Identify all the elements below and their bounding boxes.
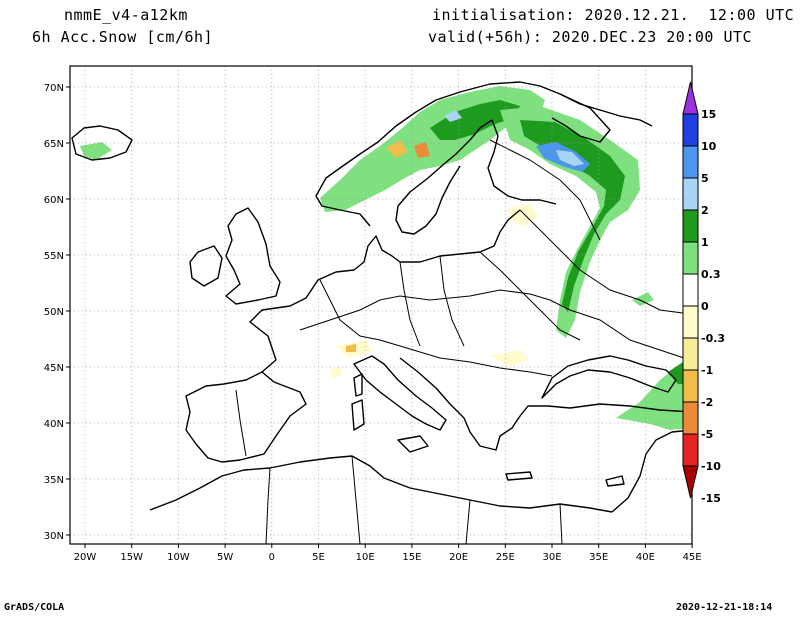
snow-norway-blue — [444, 110, 462, 122]
neg-norway-orange2 — [414, 142, 430, 158]
snow-russia-band-mid — [520, 120, 625, 312]
borders — [235, 139, 691, 544]
legend-arrow-top — [682, 81, 699, 115]
legend-label: 5 — [701, 172, 709, 185]
legend-label: 10 — [701, 140, 717, 153]
lon-label: 10E — [356, 552, 375, 563]
legend-label: -10 — [701, 460, 721, 473]
legend-swatch — [682, 337, 699, 371]
coast-finland — [487, 119, 557, 205]
legend-label: -0.3 — [701, 332, 725, 345]
legend-swatch — [682, 209, 699, 243]
footer-software: GrADS/COLA — [4, 602, 65, 613]
coast-adriatic — [399, 357, 692, 451]
lat-label: 60N — [44, 195, 64, 206]
neg-norway-orange — [386, 140, 408, 158]
lon-label: 15W — [120, 552, 143, 563]
legend-label: -2 — [701, 396, 713, 409]
lat-label: 55N — [44, 251, 64, 262]
legend-arrow-bottom — [682, 465, 699, 499]
lat-label: 70N — [44, 83, 64, 94]
coastlines — [71, 81, 692, 513]
coast-north-africa — [149, 455, 613, 513]
lon-label: 30E — [542, 552, 561, 563]
legend-swatch — [682, 305, 699, 339]
legend-label: 0 — [701, 300, 709, 313]
legend-swatch — [682, 113, 699, 147]
lon-label: 25E — [496, 552, 515, 563]
coast-continent-west — [185, 371, 307, 463]
lon-label: 20W — [74, 552, 97, 563]
legend-swatch — [682, 145, 699, 179]
coast-ireland — [189, 245, 223, 287]
lon-label: 10W — [167, 552, 190, 563]
coast-kola — [551, 93, 611, 143]
lat-label: 50N — [44, 307, 64, 318]
lat-label: 65N — [44, 139, 64, 150]
lon-label: 0 — [269, 552, 275, 563]
lon-label: 35E — [589, 552, 608, 563]
legend-swatch — [682, 273, 699, 307]
legend-label: -5 — [701, 428, 713, 441]
legend-label: 1 — [701, 236, 709, 249]
valid-time: valid(+56h): 2020.DEC.23 20:00 UTC — [428, 28, 753, 46]
lat-label: 45N — [44, 363, 64, 374]
legend-swatch — [682, 369, 699, 403]
legend-label: 2 — [701, 204, 709, 217]
lon-label: 5E — [312, 552, 325, 563]
neg-balkans-pale — [490, 350, 530, 366]
model-title: nmmE_v4-a12km — [64, 6, 188, 24]
init-time: initialisation: 2020.12.21. 12:00 UTC — [432, 6, 795, 24]
latitude-labels: 70N 65N 60N 55N 50N 45N 40N 35N 30N — [44, 83, 70, 542]
snow-karelia-paleblue — [556, 150, 584, 166]
lat-label: 35N — [44, 475, 64, 486]
coast-sicily — [397, 435, 429, 453]
legend-swatch — [682, 177, 699, 211]
legend-label: 15 — [701, 108, 716, 121]
coast-cyprus — [605, 475, 625, 487]
legend-swatch — [682, 433, 699, 467]
neg-pyrenees-pale — [330, 366, 342, 378]
coast-corsica — [353, 373, 363, 397]
coast-iceland — [71, 125, 133, 161]
coast-crete — [505, 471, 533, 481]
lon-label: 20E — [449, 552, 468, 563]
coast-sweden-east — [395, 119, 493, 235]
coast-scandinavia — [315, 81, 653, 227]
legend-swatch — [682, 401, 699, 435]
legend-label: -1 — [701, 364, 713, 377]
coast-denmark — [363, 235, 401, 263]
coast-great-britain — [225, 207, 281, 305]
neg-baltic-pale — [508, 204, 538, 226]
neg-alps-orange — [346, 344, 356, 352]
footer-timestamp: 2020-12-21-18:14 — [676, 602, 773, 613]
snow-iceland — [80, 142, 112, 160]
snow-ukraine — [632, 292, 654, 306]
legend-label: -15 — [701, 492, 721, 505]
coast-sardinia — [351, 399, 365, 431]
coast-levant — [611, 429, 692, 513]
lat-label: 30N — [44, 531, 64, 542]
lat-label: 40N — [44, 419, 64, 430]
legend-swatch — [682, 241, 699, 275]
coast-italy — [353, 355, 447, 431]
snow-norway-mid — [430, 100, 520, 140]
variable-title: 6h Acc.Snow [cm/6h] — [32, 28, 214, 46]
precip-fields — [80, 86, 692, 430]
lon-label: 40E — [636, 552, 655, 563]
legend-label: 0.3 — [701, 268, 721, 281]
coast-black-sea — [541, 355, 677, 399]
longitude-labels: 20W 15W 10W 5W 0 5E 10E 15E 20E 25E 30E 35E 40E 45E — [74, 544, 702, 563]
color-legend: 15 10 5 2 1 0.3 0 -0.3 -1 -2 -5 -10 -15 — [682, 81, 725, 505]
lon-label: 5W — [217, 552, 233, 563]
lon-label: 15E — [402, 552, 421, 563]
coast-france — [249, 261, 365, 373]
lon-label: 45E — [683, 552, 702, 563]
coast-baltic-south — [400, 209, 521, 263]
